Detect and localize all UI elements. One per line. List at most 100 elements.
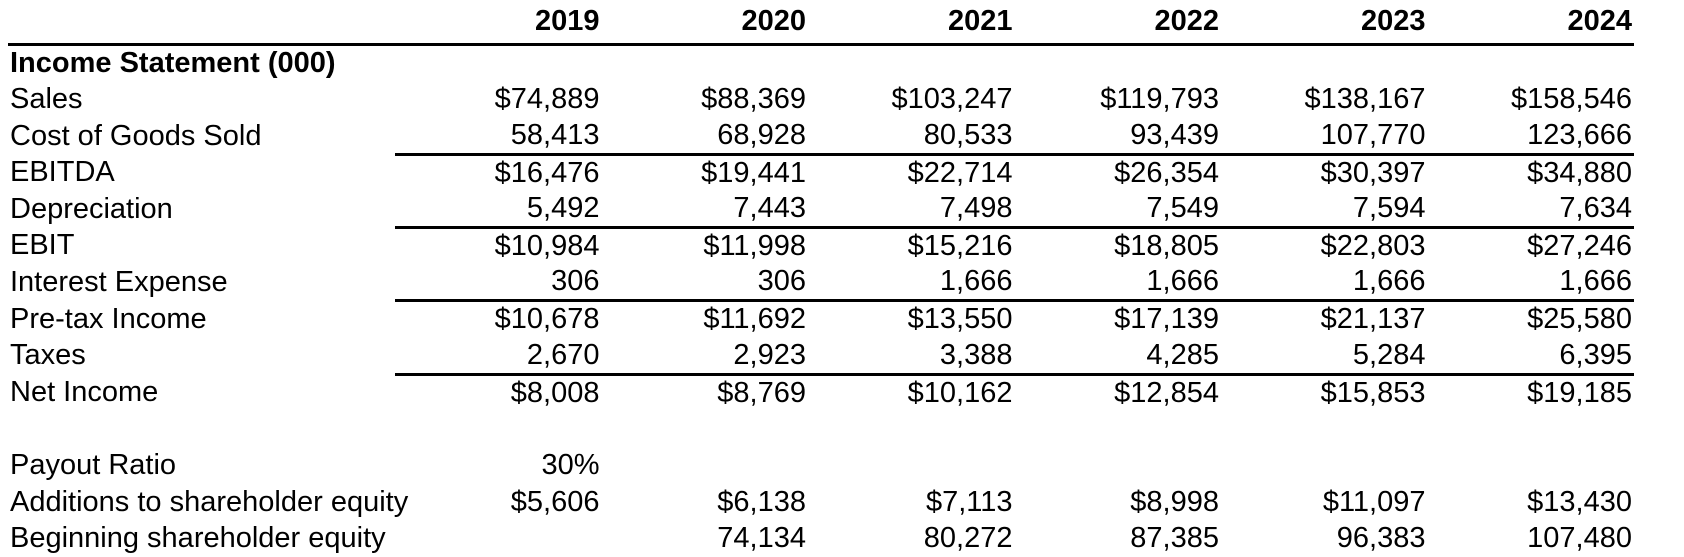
cell-value [602,411,809,448]
corner-cell [8,0,395,45]
cell-value [808,411,1015,448]
cell-value: $22,714 [808,154,1015,191]
year-column-header: 2023 [1221,0,1428,45]
cell-value: $18,805 [1015,228,1222,265]
cell-value [808,45,1015,82]
cell-value [395,45,602,82]
cell-value: 7,498 [808,191,1015,228]
cell-value [1428,411,1635,448]
cell-value: $16,476 [395,154,602,191]
cell-value: $74,889 [395,81,602,118]
cell-value [1015,411,1222,448]
cell-value: $25,580 [1428,301,1635,338]
table-row: Net Income$8,008$8,769$10,162$12,854$15,… [8,374,1634,411]
cell-value: $10,162 [808,374,1015,411]
row-label: Taxes [8,338,395,375]
cell-value: 107,770 [1221,118,1428,155]
cell-value: $15,853 [1221,374,1428,411]
cell-value: 1,666 [1015,264,1222,301]
row-label: Income Statement (000) [8,45,395,82]
row-label: Beginning shareholder equity [8,521,395,557]
cell-value: $158,546 [1428,81,1635,118]
cell-value: 1,666 [808,264,1015,301]
table-row: Pre-tax Income$10,678$11,692$13,550$17,1… [8,301,1634,338]
table-body: Income Statement (000)Sales$74,889$88,36… [8,45,1634,557]
year-column-header: 2020 [602,0,809,45]
cell-value: 7,594 [1221,191,1428,228]
cell-value: 1,666 [1221,264,1428,301]
cell-value: $27,246 [1428,228,1635,265]
cell-value [1221,447,1428,484]
cell-value: $8,769 [602,374,809,411]
table-row: Additions to shareholder equity$5,606$6,… [8,484,1634,521]
cell-value: $11,998 [602,228,809,265]
cell-value: 107,480 [1428,521,1635,557]
row-label [8,411,395,448]
row-label: EBIT [8,228,395,265]
row-label: Interest Expense [8,264,395,301]
cell-value: 80,272 [808,521,1015,557]
cell-value: 68,928 [602,118,809,155]
cell-value: 58,413 [395,118,602,155]
cell-value: $19,441 [602,154,809,191]
cell-value: $88,369 [602,81,809,118]
cell-value: $119,793 [1015,81,1222,118]
year-column-header: 2021 [808,0,1015,45]
row-label: Net Income [8,374,395,411]
cell-value: 6,395 [1428,338,1635,375]
cell-value: $22,803 [1221,228,1428,265]
cell-value [1015,45,1222,82]
row-label: Additions to shareholder equity [8,484,395,521]
cell-value: 2,670 [395,338,602,375]
cell-value: 5,492 [395,191,602,228]
year-column-header: 2024 [1428,0,1635,45]
cell-value: $30,397 [1221,154,1428,191]
year-column-header: 2019 [395,0,602,45]
cell-value [602,447,809,484]
cell-value: 96,383 [1221,521,1428,557]
cell-value: $26,354 [1015,154,1222,191]
cell-value: $8,998 [1015,484,1222,521]
row-label: Cost of Goods Sold [8,118,395,155]
row-label: Payout Ratio [8,447,395,484]
cell-value: $8,008 [395,374,602,411]
cell-value [1221,411,1428,448]
cell-value: $21,137 [1221,301,1428,338]
cell-value: 80,533 [808,118,1015,155]
row-label: Depreciation [8,191,395,228]
cell-value: $138,167 [1221,81,1428,118]
cell-value: $17,139 [1015,301,1222,338]
table-row: EBITDA$16,476$19,441$22,714$26,354$30,39… [8,154,1634,191]
cell-value: $5,606 [395,484,602,521]
cell-value: 30% [395,447,602,484]
cell-value: 7,549 [1015,191,1222,228]
cell-value: 93,439 [1015,118,1222,155]
cell-value [1428,447,1635,484]
cell-value: 7,443 [602,191,809,228]
cell-value [395,411,602,448]
cell-value: $11,097 [1221,484,1428,521]
table-row: EBIT$10,984$11,998$15,216$18,805$22,803$… [8,228,1634,265]
cell-value [602,45,809,82]
table-row: Sales$74,889$88,369$103,247$119,793$138,… [8,81,1634,118]
spacer-row [8,411,1634,448]
cell-value: 87,385 [1015,521,1222,557]
cell-value: $11,692 [602,301,809,338]
cell-value [395,521,602,557]
row-label: Sales [8,81,395,118]
cell-value [1221,45,1428,82]
year-column-header: 2022 [1015,0,1222,45]
cell-value: $7,113 [808,484,1015,521]
cell-value: $103,247 [808,81,1015,118]
cell-value: 123,666 [1428,118,1635,155]
cell-value: 306 [602,264,809,301]
cell-value: 3,388 [808,338,1015,375]
cell-value: $13,430 [1428,484,1635,521]
cell-value: 1,666 [1428,264,1635,301]
